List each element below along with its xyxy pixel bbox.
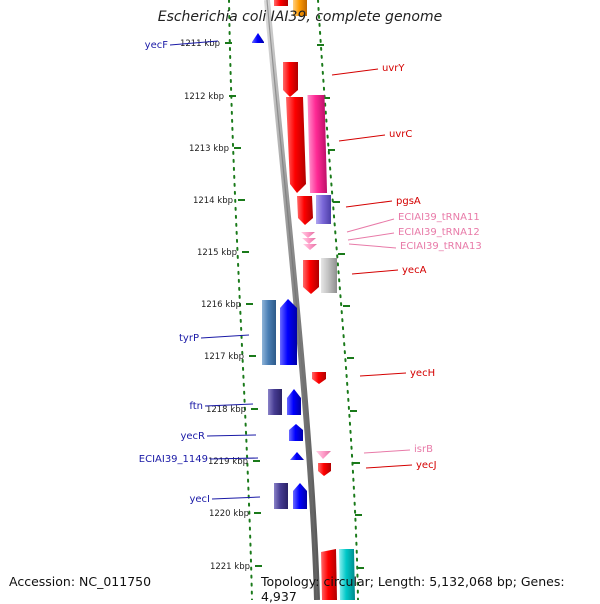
tick-label: 1216 kbp xyxy=(201,300,241,310)
gene-yecI[interactable] xyxy=(274,483,307,509)
gene-label-leaders xyxy=(169,40,413,500)
leader-line-isrB xyxy=(363,449,411,454)
leader-line-yecI xyxy=(211,496,261,500)
gene-label-yecH[interactable]: yecH xyxy=(410,368,435,379)
partial-gene-top xyxy=(274,0,307,16)
gene-trna-cluster[interactable] xyxy=(301,232,317,250)
inner-ruler-arc xyxy=(317,0,359,600)
gene-yecF[interactable] xyxy=(252,33,264,43)
tick-label: 1219 kbp xyxy=(208,457,248,467)
gene-ECIAI39_1149[interactable] xyxy=(290,452,304,460)
leader-line-yecH xyxy=(359,372,407,377)
leader-line-yecR xyxy=(206,434,257,437)
gene-label-uvrC[interactable]: uvrC xyxy=(389,129,412,140)
gene-label-ECIAI39_tRNA13[interactable]: ECIAI39_tRNA13 xyxy=(400,241,482,252)
leader-line-pgsA xyxy=(345,200,393,208)
leader-line-ECIAI39_tRNA13 xyxy=(348,243,397,249)
leader-line-yecF xyxy=(169,40,219,46)
leader-line-uvrY xyxy=(331,68,379,76)
gene-label-yecF[interactable]: yecF xyxy=(145,40,169,51)
gene-uvrC[interactable] xyxy=(286,95,328,193)
gene-uvrY[interactable] xyxy=(283,62,298,97)
accession-text: Accession: NC_011750 xyxy=(9,574,152,589)
leader-line-ECIAI39_tRNA11 xyxy=(346,218,395,233)
leader-line-yecJ xyxy=(365,464,413,469)
genome-backbone xyxy=(264,0,320,600)
leader-line-ECIAI39_tRNA12 xyxy=(347,232,395,241)
gene-label-ECIAI39_tRNA12[interactable]: ECIAI39_tRNA12 xyxy=(398,227,480,238)
gene-label-pgsA[interactable]: pgsA xyxy=(396,196,421,207)
tick-label: 1221 kbp xyxy=(210,562,250,572)
scale-ticks: 1211 kbp 1212 kbp 1213 kbp 1214 kbp 1215 kbp… xyxy=(180,39,364,572)
gene-label-yecA[interactable]: yecA xyxy=(402,265,427,276)
gene-label-ECIAI39_1149[interactable]: ECIAI39_1149 xyxy=(139,454,208,465)
leader-line-yecA xyxy=(351,269,399,275)
gene-tyrP[interactable] xyxy=(262,299,297,365)
tick-label: 1215 kbp xyxy=(197,248,237,258)
partial-gene-bottom xyxy=(321,549,355,600)
gene-label-ftn[interactable]: ftn xyxy=(189,401,203,412)
tick-label: 1212 kbp xyxy=(184,92,224,102)
gene-yecH[interactable] xyxy=(312,372,326,384)
tick-label: 1218 kbp xyxy=(206,405,246,415)
gene-ftn[interactable] xyxy=(268,389,301,415)
tick-label: 1213 kbp xyxy=(189,144,229,154)
gene-yecJ[interactable] xyxy=(318,463,331,476)
gene-labels: yecF tyrP ftn yecR ECIAI39_1149 yecI uvrY uvrC p… xyxy=(139,40,482,505)
map-title: Escherichia coli IAI39, complete genome xyxy=(157,9,443,25)
gene-yecA[interactable] xyxy=(303,258,337,294)
gene-label-isrB[interactable]: isrB xyxy=(414,444,433,455)
tick-label: 1217 kbp xyxy=(204,352,244,362)
tick-label: 1211 kbp xyxy=(180,39,220,49)
gene-label-ECIAI39_tRNA11[interactable]: ECIAI39_tRNA11 xyxy=(398,212,480,223)
tick-label: 1214 kbp xyxy=(193,196,233,206)
tick-label: 1220 kbp xyxy=(209,509,249,519)
gene-pgsA[interactable] xyxy=(297,195,331,225)
leader-line-ftn xyxy=(204,403,254,407)
gene-label-yecI[interactable]: yecI xyxy=(189,494,210,505)
gene-label-uvrY[interactable]: uvrY xyxy=(382,63,405,74)
gene-label-yecJ[interactable]: yecJ xyxy=(416,460,437,471)
leader-line-ECIAI39_1149 xyxy=(209,457,259,460)
leader-line-uvrC xyxy=(338,134,386,142)
gene-isrB[interactable] xyxy=(316,451,331,459)
gene-label-tyrP[interactable]: tyrP xyxy=(179,333,199,344)
gene-yecR[interactable] xyxy=(289,424,303,441)
leader-line-tyrP xyxy=(200,334,250,339)
gene-label-yecR[interactable]: yecR xyxy=(180,431,205,442)
outer-ruler-arc xyxy=(228,0,253,600)
